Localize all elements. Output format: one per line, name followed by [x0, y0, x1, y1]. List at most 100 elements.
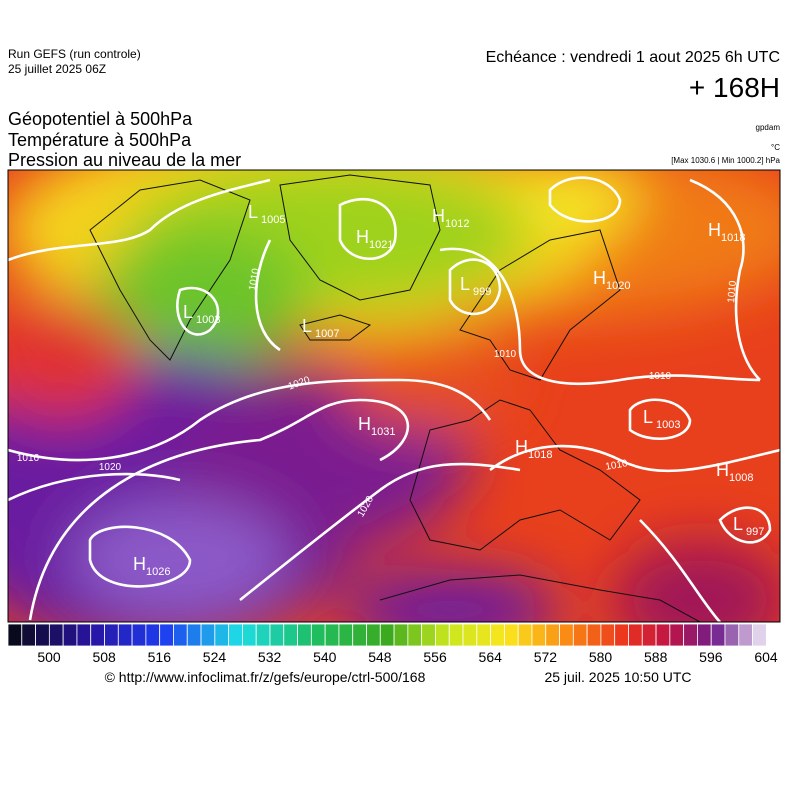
colorbar-tick-label: 500 — [37, 649, 61, 665]
lead-time: + 168H — [689, 72, 780, 103]
map-frame — [7, 169, 781, 623]
run-date: 25 juillet 2025 06Z — [8, 62, 106, 76]
colorbar-box — [752, 623, 767, 647]
colorbar-box — [586, 623, 602, 647]
colorbar-box — [517, 623, 533, 647]
pressure-center-type: H — [593, 268, 606, 288]
isobar-label: 1010 — [649, 371, 672, 382]
colorbar-box — [683, 623, 698, 647]
pressure-center-type: L — [460, 274, 470, 294]
colorbar-box — [324, 623, 340, 647]
colorbar-box — [738, 623, 753, 647]
colorbar-box — [421, 623, 436, 647]
colorbar-tick-label: 596 — [699, 649, 723, 665]
colorbar-box — [503, 623, 519, 647]
colorbar-tick-label: 508 — [92, 649, 116, 665]
run-name: Run GEFS (run controle) — [8, 47, 141, 61]
pressure-center-type: H — [708, 220, 721, 240]
colorbar-box — [545, 623, 560, 647]
colorbar-tick-label: 556 — [423, 649, 447, 665]
pressure-center-type: L — [733, 514, 743, 534]
colorbar-box — [448, 623, 464, 647]
colorbar-box — [255, 623, 271, 647]
colorbar-box — [117, 623, 133, 647]
field-name: Pression au niveau de la mer — [8, 150, 241, 170]
colorbar-box — [297, 623, 312, 647]
pressure-center-value: 997 — [746, 526, 764, 538]
unit: gpdam — [756, 123, 781, 132]
isobar-label: 1010 — [726, 280, 739, 304]
pressure-center-value: 1021 — [369, 239, 393, 251]
colorbar-box — [269, 623, 285, 647]
pressure-center-value: 1018 — [721, 232, 745, 244]
pressure-center-type: H — [716, 460, 729, 480]
colorbar-box — [310, 623, 326, 647]
pressure-center-value: 1031 — [371, 426, 395, 438]
colorbar-box — [628, 623, 643, 647]
forecast-time: Echéance : vendredi 1 aout 2025 6h UTC — [486, 49, 780, 66]
colorbar-tick-label: 548 — [368, 649, 392, 665]
colorbar-box — [531, 623, 547, 647]
pressure-center-type: L — [302, 316, 312, 336]
colorbar-box — [572, 623, 588, 647]
isobar-label: 1010 — [247, 267, 262, 291]
pressure-center-value: 1003 — [196, 314, 220, 326]
colorbar-box — [7, 623, 23, 647]
colorbar-box — [145, 623, 161, 647]
colorbar-tick-label: 532 — [258, 649, 282, 665]
colorbar-box — [131, 623, 147, 647]
colorbar-box — [62, 623, 78, 647]
colorbar-box — [710, 623, 726, 647]
colorbar-box — [35, 623, 50, 647]
unit: °C — [771, 143, 780, 152]
extremes: [Max 1030.6 | Min 1000.2] hPa — [671, 156, 780, 165]
pressure-center-value: 1003 — [656, 419, 680, 431]
colorbar-box — [366, 623, 381, 647]
colorbar-box — [48, 623, 64, 647]
pressure-center-value: 1018 — [528, 449, 552, 461]
colorbar-box — [490, 623, 505, 647]
source-url: © http://www.infoclimat.fr/z/gefs/europe… — [105, 669, 426, 685]
colorbar-box — [462, 623, 478, 647]
field-name: Géopotentiel à 500hPa — [8, 109, 193, 129]
colorbar: 500 508 516 524 532 540 548 556 564 572 580 588 596 6… — [7, 623, 778, 665]
pressure-center-value: 1020 — [606, 280, 630, 292]
colorbar-box — [228, 623, 243, 647]
pressure-center-value: 1008 — [729, 472, 753, 484]
colorbar-box — [600, 623, 616, 647]
colorbar-box — [242, 623, 257, 647]
colorbar-tick-label: 572 — [534, 649, 558, 665]
field-name: Température à 500hPa — [8, 130, 192, 150]
colorbar-box — [338, 623, 354, 647]
colorbar-box — [476, 623, 491, 647]
issue-time: 25 juil. 2025 10:50 UTC — [544, 669, 691, 685]
colorbar-tick-label: 564 — [479, 649, 503, 665]
colorbar-tick-label: 604 — [754, 649, 778, 665]
pressure-center-type: H — [432, 206, 445, 226]
pressure-center-type: H — [515, 437, 528, 457]
pressure-center-value: 1012 — [445, 218, 469, 230]
pressure-center-type: H — [358, 414, 371, 434]
colorbar-box — [435, 623, 450, 647]
colorbar-box — [614, 623, 629, 647]
pressure-center-value: 1005 — [261, 214, 285, 226]
colorbar-box — [283, 623, 298, 647]
isobar-label: 1010 — [605, 458, 629, 473]
colorbar-box — [697, 623, 712, 647]
colorbar-box — [214, 623, 230, 647]
pressure-center-type: L — [643, 407, 653, 427]
colorbar-box — [393, 623, 409, 647]
pressure-center-type: L — [248, 202, 258, 222]
pressure-center-value: 999 — [473, 286, 491, 298]
colorbar-box — [352, 623, 367, 647]
map — [8, 170, 780, 622]
colorbar-tick-label: 580 — [589, 649, 613, 665]
pressure-center-type: H — [356, 227, 369, 247]
isobar-label: 1010 — [494, 349, 517, 360]
colorbar-box — [655, 623, 671, 647]
colorbar-box — [104, 623, 119, 647]
isobar-label: 1020 — [99, 462, 122, 473]
colorbar-tick-label: 516 — [148, 649, 172, 665]
colorbar-box — [641, 623, 657, 647]
